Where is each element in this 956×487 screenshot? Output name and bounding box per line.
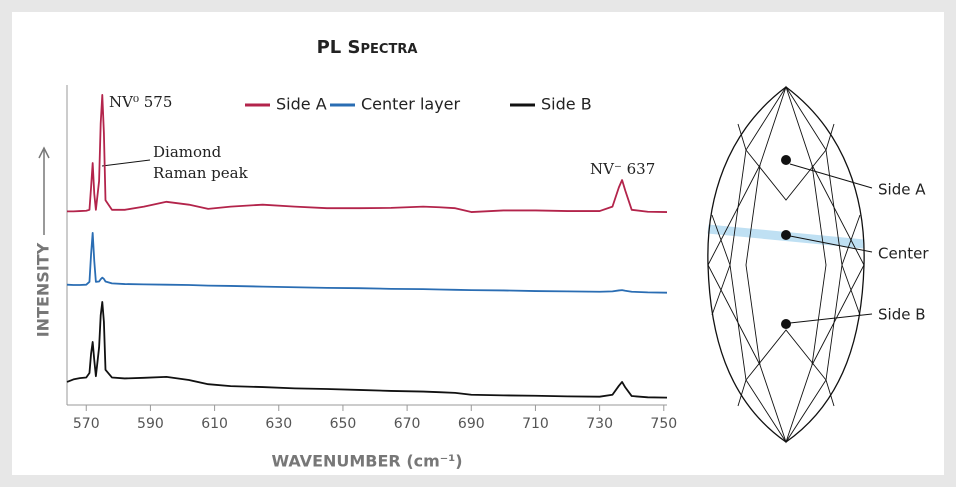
diagram-label: Center bbox=[878, 245, 929, 263]
legend-label: Center layer bbox=[361, 95, 461, 114]
annotation: NV⁰ 575 bbox=[109, 93, 172, 111]
leader bbox=[789, 163, 873, 189]
marquise-diagram: Side A Center Side B bbox=[707, 85, 929, 444]
x-tick-label: 630 bbox=[265, 416, 292, 432]
diagram-label: Side A bbox=[878, 181, 926, 199]
annotation-leader bbox=[101, 159, 151, 167]
x-tick-label: 570 bbox=[73, 416, 100, 432]
x-tick-label: 610 bbox=[201, 416, 228, 432]
diagram-label: Side B bbox=[878, 306, 926, 324]
x-tick-label: 650 bbox=[330, 416, 357, 432]
legend-label: Side B bbox=[541, 95, 592, 114]
panel bbox=[12, 12, 944, 475]
point-side-a bbox=[781, 155, 791, 165]
series-line bbox=[66, 301, 668, 399]
point-center bbox=[781, 230, 791, 240]
leader bbox=[789, 313, 873, 324]
leader bbox=[789, 235, 873, 253]
x-tick-label: 730 bbox=[586, 416, 613, 432]
x-tick-label: 670 bbox=[394, 416, 421, 432]
x-tick-label: 690 bbox=[458, 416, 485, 432]
chart-title: PL Spectra bbox=[317, 37, 418, 58]
series-line bbox=[66, 231, 668, 294]
legend-label: Side A bbox=[276, 95, 327, 114]
y-axis-title: INTENSITY bbox=[34, 242, 53, 337]
annotation: Diamond bbox=[153, 143, 222, 161]
x-tick-label: 710 bbox=[522, 416, 549, 432]
point-side-b bbox=[781, 319, 791, 329]
x-tick-label: 750 bbox=[650, 416, 677, 432]
x-axis-title: WAVENUMBER (cm⁻¹) bbox=[271, 452, 462, 471]
facets bbox=[707, 85, 865, 444]
annotation: NV⁻ 637 bbox=[590, 160, 655, 178]
series-line bbox=[67, 94, 668, 213]
annotation: Raman peak bbox=[153, 164, 249, 182]
y-arrow-head bbox=[38, 146, 50, 159]
x-tick-label: 590 bbox=[137, 416, 164, 432]
